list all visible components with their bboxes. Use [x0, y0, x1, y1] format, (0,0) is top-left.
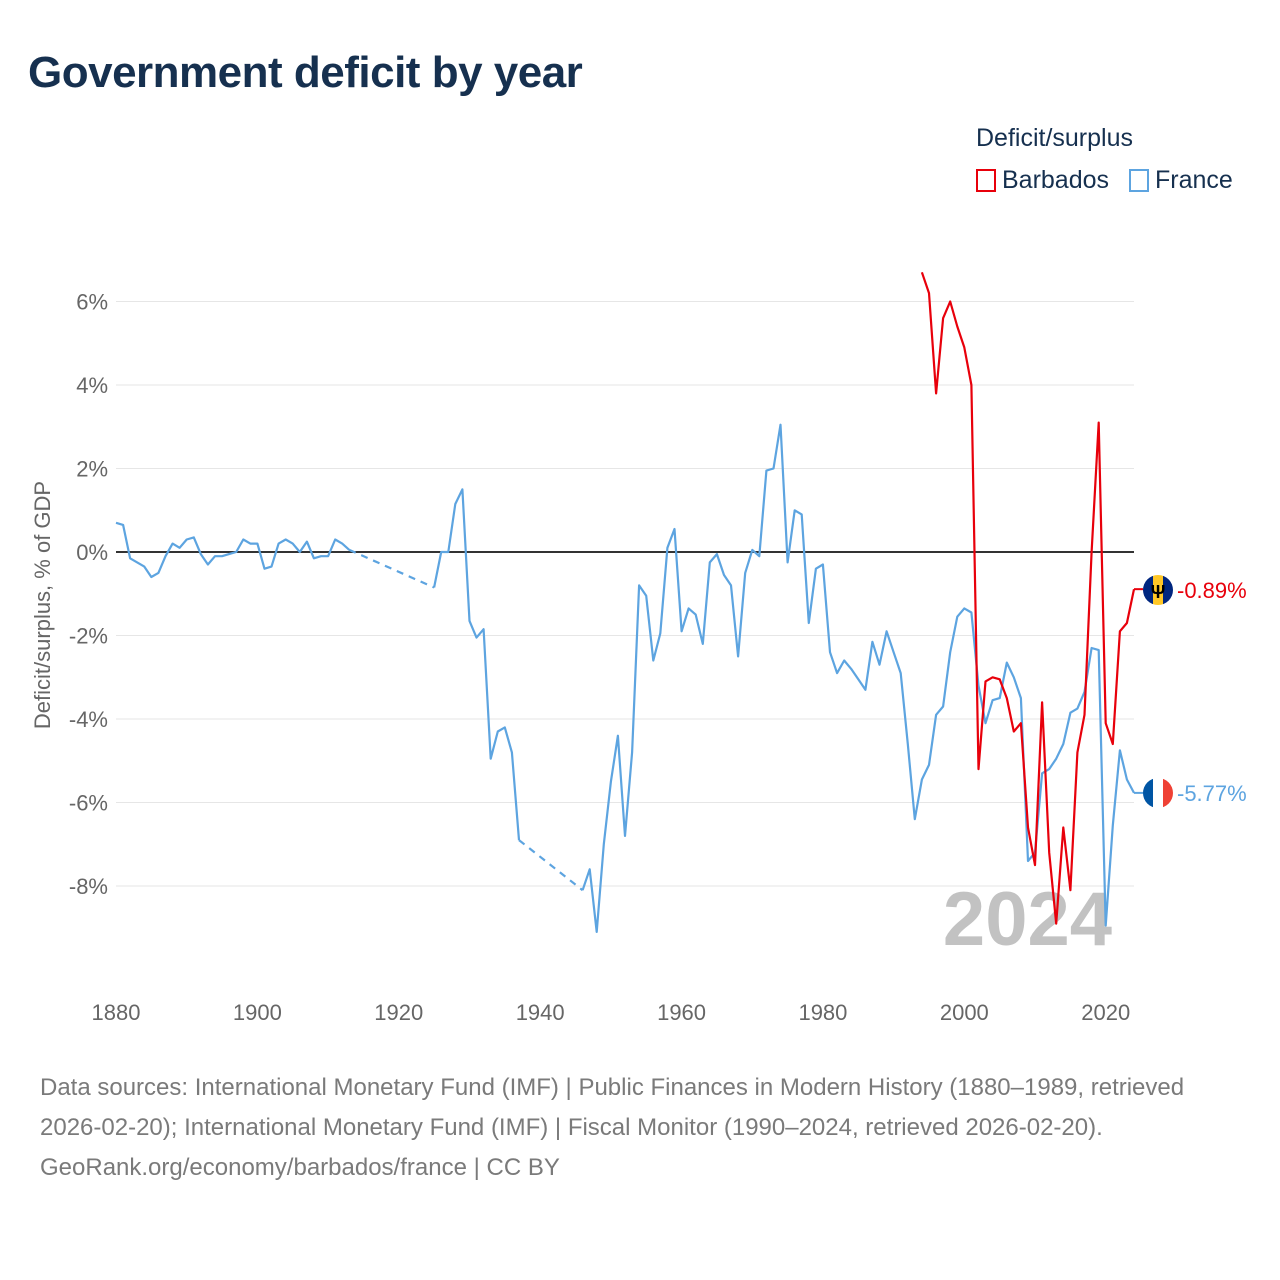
credit-link[interactable]: GeoRank.org/economy/barbados/france | CC…	[40, 1154, 560, 1181]
y-axis-ticks: -8% -6% -4% -2% 0% 2% 4% 6%	[69, 290, 108, 900]
x-tick-label: 2000	[940, 1000, 989, 1025]
x-tick-label: 1880	[92, 1000, 141, 1025]
year-watermark: 2024	[943, 877, 1112, 962]
x-tick-label: 1980	[798, 1000, 847, 1025]
series-layer	[115, 271, 1143, 933]
y-axis-label: Deficit/surplus, % of GDP	[30, 481, 55, 729]
france-series-line[interactable]	[115, 521, 351, 579]
y-tick-label: 4%	[76, 373, 108, 398]
x-tick-label: 1920	[374, 1000, 423, 1025]
france-end-label: -5.77%	[1177, 781, 1247, 806]
grid-lines	[116, 301, 1134, 887]
x-axis-ticks: 1880 1900 1920 1940 1960 1980 2000 2020	[92, 1000, 1131, 1025]
legend-swatch-barbados	[976, 169, 996, 192]
y-tick-label: 6%	[76, 290, 108, 315]
legend-item-barbados[interactable]: Barbados	[976, 166, 1109, 195]
legend-label-france: France	[1155, 166, 1233, 194]
barbados-series-line[interactable]	[920, 271, 1136, 925]
chart-title: Government deficit by year	[28, 48, 583, 97]
y-tick-label: -6%	[69, 791, 108, 816]
footer: Data sources: International Monetary Fun…	[40, 1068, 1240, 1188]
france-series-line[interactable]	[581, 423, 1135, 933]
y-tick-label: -4%	[69, 707, 108, 732]
y-tick-label: -2%	[69, 624, 108, 649]
legend-label-barbados: Barbados	[1002, 166, 1110, 194]
legend-swatch-france	[1129, 169, 1150, 192]
y-tick-label: 0%	[76, 540, 108, 565]
y-tick-label: -8%	[69, 874, 108, 899]
data-sources: Data sources: International Monetary Fun…	[40, 1074, 1185, 1141]
france-series-line-gap[interactable]	[518, 839, 584, 892]
y-tick-label: 2%	[76, 457, 108, 482]
x-tick-label: 2020	[1081, 1000, 1130, 1025]
x-tick-label: 1960	[657, 1000, 706, 1025]
barbados-end-label: -0.89%	[1177, 578, 1247, 603]
barbados-flag-icon: Ψ	[1143, 575, 1173, 605]
france-series-line[interactable]	[433, 488, 521, 841]
svg-text:Ψ: Ψ	[1151, 582, 1166, 602]
france-series-line-gap[interactable]	[348, 548, 435, 589]
legend-item-france[interactable]: France	[1129, 166, 1233, 195]
legend: Barbados France	[976, 166, 1253, 195]
x-tick-label: 1940	[516, 1000, 565, 1025]
france-flag-icon	[1143, 778, 1173, 808]
legend-title: Deficit/surplus	[976, 124, 1133, 152]
line-chart: -8% -6% -4% -2% 0% 2% 4% 6% 1880 1900 1920 1940 196…	[30, 271, 1247, 1025]
x-tick-label: 1900	[233, 1000, 282, 1025]
